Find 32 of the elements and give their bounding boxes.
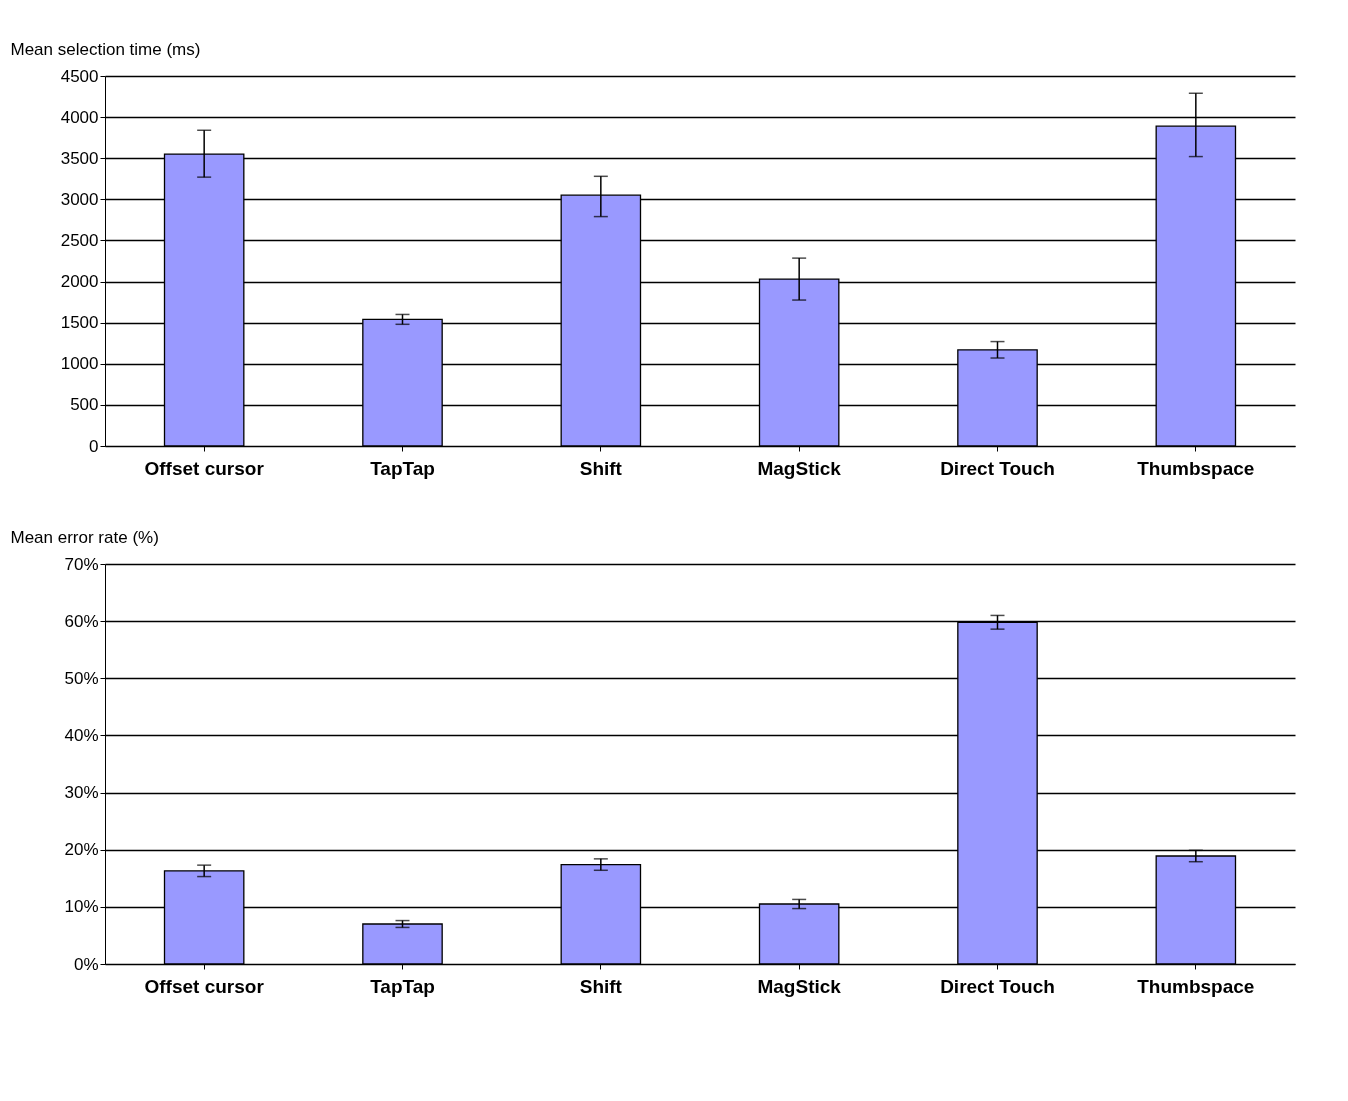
x-tick-label: Thumbspace	[1137, 975, 1255, 997]
y-tick-label: 1000	[60, 354, 99, 374]
y-tick-label: 3000	[60, 189, 99, 209]
y-tick-label: 500	[70, 395, 99, 415]
y-tick-label: 60%	[64, 611, 99, 631]
y-tick-label: 3500	[60, 148, 99, 168]
x-tick-label: TapTap	[370, 457, 435, 479]
x-tick-label: Offset cursor	[144, 975, 265, 997]
y-axis-title: Mean selection time (ms)	[10, 39, 201, 59]
x-tick-label: Thumbspace	[1137, 457, 1255, 479]
y-tick-label: 50%	[64, 668, 99, 688]
y-tick-label: 0	[89, 436, 99, 456]
x-tick-label: Shift	[579, 975, 623, 997]
y-tick-label: 20%	[64, 840, 99, 860]
x-tick-label: Direct Touch	[940, 457, 1055, 479]
x-tick-label: Shift	[579, 457, 623, 479]
x-tick-label: TapTap	[370, 975, 435, 997]
y-tick-label: 4500	[60, 66, 99, 86]
y-tick-label: 70%	[64, 554, 99, 574]
y-tick-label: 0%	[73, 954, 99, 974]
y-tick-label: 1500	[60, 313, 99, 333]
y-tick-label: 2000	[60, 272, 99, 292]
y-tick-label: 30%	[64, 783, 99, 803]
x-tick-label: MagStick	[757, 975, 842, 997]
x-tick-label: Offset cursor	[144, 457, 265, 479]
x-tick-label: Direct Touch	[940, 975, 1055, 997]
y-tick-label: 2500	[60, 230, 99, 250]
y-tick-label: 4000	[60, 107, 99, 127]
y-tick-label: 10%	[64, 897, 99, 917]
y-tick-label: 40%	[64, 725, 99, 745]
y-axis-title: Mean error rate (%)	[10, 527, 159, 547]
x-tick-label: MagStick	[757, 457, 842, 479]
